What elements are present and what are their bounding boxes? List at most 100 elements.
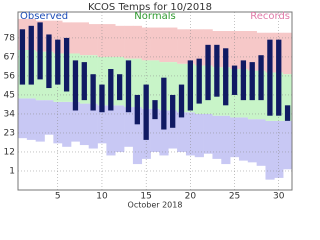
plot-area [17,11,293,191]
record-high-band [194,29,204,66]
record-high-band [141,27,151,61]
record-low-band [247,119,257,163]
normal-band [168,62,178,111]
normal-band [283,74,293,121]
observed-bar [267,39,273,116]
record-low-band [79,103,90,146]
x-tick-label: 10 [96,192,108,202]
record-high-band [247,31,257,71]
record-low-band [88,103,98,149]
record-low-band [203,113,213,154]
observed-bar [37,22,43,80]
y-tick-label: 56 [4,71,16,81]
observed-bar [284,105,291,121]
normal-band [132,58,143,108]
observed-bar [116,74,123,101]
record-high-band [97,24,107,57]
record-high-band [53,20,63,54]
record-low-band [159,110,169,156]
observed-bar [55,39,61,85]
x-tick-label: 25 [229,192,240,202]
legend-normals: Normals [134,11,175,22]
observed-bar [258,55,264,101]
observed-bar [249,62,255,101]
record-high-band [168,27,178,63]
observed-bar [46,34,52,89]
record-high-band [88,24,98,56]
record-low-band [221,115,231,165]
record-low-band [97,105,107,144]
plot-frame [17,11,293,191]
record-low-band [18,98,28,139]
record-low-band [168,110,178,149]
y-tick-label: 45 [4,90,15,100]
x-tick-label: 5 [55,192,61,202]
record-low-band [44,100,54,135]
record-high-band [283,32,293,75]
record-low-band [265,120,275,180]
record-low-band [238,117,249,161]
x-axis-label: October 2018 [128,201,183,210]
observed-bar [178,84,185,118]
observed-bar [90,74,96,111]
y-tick-label: 12 [4,147,15,157]
record-high-band [132,25,143,59]
record-low-band [132,107,143,165]
record-low-band [230,117,240,158]
observed-bar [187,60,194,111]
observed-bar [223,48,229,106]
observed-bar [240,60,247,101]
record-high-band [238,31,249,70]
observed-bar [28,25,34,85]
record-low-band [274,120,284,178]
normal-band [150,60,160,109]
legend-observed: Observed [20,11,68,22]
record-high-band [159,27,169,63]
legend-records: Records [250,11,290,22]
record-high-band [185,29,196,64]
record-high-band [177,29,187,64]
observed-bar [205,44,211,101]
observed-bar [214,44,220,97]
record-low-band [177,112,187,152]
record-high-band [106,24,116,57]
record-low-band [35,100,45,142]
record-high-band [124,25,134,59]
observed-bar [276,39,282,116]
y-tick-label: 67 [4,52,15,62]
record-low-band [150,108,160,152]
record-low-band [115,105,125,152]
observed-bar [134,94,140,125]
record-low-band [106,105,116,156]
record-low-band [283,120,293,170]
observed-bar [196,58,202,104]
observed-bar [63,37,70,92]
y-tick-label: 23 [4,128,15,138]
observed-bar [231,65,238,95]
record-high-band [150,27,160,61]
x-tick-label: 15 [140,192,151,202]
observed-bar [72,60,79,111]
record-low-band [26,98,36,140]
chart: KCOS Temps for 10/2018 Observed Normals … [3,2,293,210]
record-low-band [71,101,81,142]
y-tick-label: 34 [4,109,16,119]
record-high-band [79,22,90,56]
record-high-band [256,32,266,71]
x-tick-label: 30 [273,192,285,202]
y-tick-label: 1 [9,166,15,176]
observed-bar [99,84,105,113]
record-low-band [212,115,222,159]
observed-bar [170,94,176,128]
record-low-band [185,112,196,156]
observed-bar [125,60,132,113]
record-high-band [230,31,240,70]
y-tick-label: 78 [4,33,16,43]
record-low-band [53,101,63,144]
record-high-band [115,25,125,57]
observed-bar [19,29,26,85]
record-low-band [124,107,134,147]
x-tick-label: 20 [185,192,197,202]
observed-bar [161,77,167,130]
observed-bar [108,69,114,111]
